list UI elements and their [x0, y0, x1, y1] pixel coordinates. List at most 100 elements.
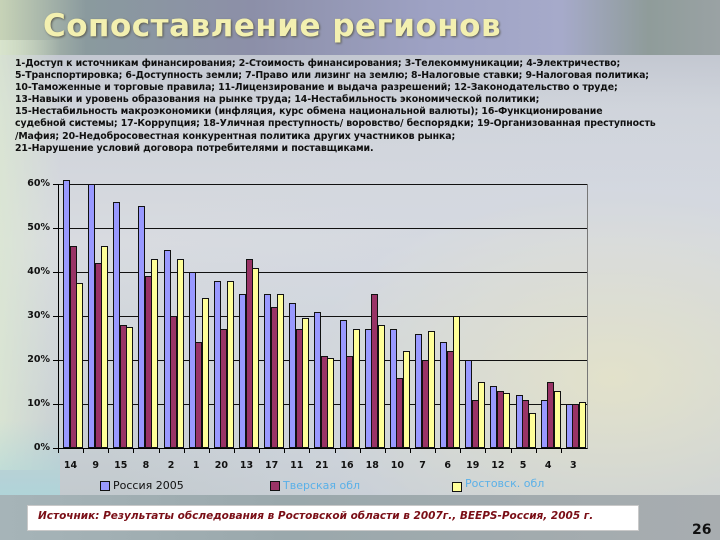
title-band: [0, 0, 720, 55]
x-tick-mark: [284, 448, 286, 453]
legend-swatch-rostov: [452, 482, 462, 492]
bar: [453, 316, 461, 448]
x-tick-label: 9: [92, 460, 99, 471]
factor-legend: 1-Доступ к источникам финансирования; 2-…: [15, 58, 715, 155]
x-tick-mark: [359, 448, 361, 453]
x-tick-mark: [158, 448, 160, 453]
y-tick-label: 20%: [27, 354, 50, 365]
x-tick-label: 17: [265, 460, 279, 471]
plot-area: [53, 179, 588, 449]
factor-legend-line: 21-Нарушение условий договора потребител…: [15, 142, 374, 154]
bar-chart: 0% 10% 20% 30% 40% 50% 60% 14 9 15 8 2 1 20 13 17 11 21 16…: [0, 170, 600, 495]
bar: [252, 267, 259, 448]
x-tick-mark: [108, 448, 110, 453]
y-tick-mark: [53, 228, 59, 229]
legend-label-rostov: Ростовск. обл: [465, 476, 545, 490]
x-tick-mark: [535, 448, 537, 453]
source-text: Источник: Результаты обследования в Рост…: [38, 510, 594, 522]
y-tick-label: 60%: [27, 178, 50, 189]
y-tick-mark: [53, 404, 59, 405]
bar: [327, 357, 335, 448]
bar: [478, 382, 486, 448]
bar: [176, 258, 184, 448]
slide-title: Сопоставление регионов: [43, 8, 502, 44]
x-tick-label: 19: [466, 460, 480, 471]
x-tick-mark: [485, 448, 487, 453]
legend-item-russia: Россия 2005: [100, 479, 184, 492]
page-number: 26: [692, 522, 712, 538]
x-tick-mark: [435, 448, 437, 453]
bar: [377, 324, 385, 448]
bar: [302, 318, 310, 448]
factor-legend-line: /Мафия; 20-Недобросовестная конкурентная…: [15, 130, 456, 142]
bar: [352, 329, 360, 448]
x-tick-mark: [410, 448, 411, 453]
y-tick-label: 30%: [27, 310, 50, 321]
legend-label-tver: Тверская обл: [283, 479, 361, 492]
factor-legend-line: 15-Нестабильность макроэкономики (инфляц…: [15, 106, 603, 118]
x-tick-mark: [384, 448, 386, 453]
factor-legend-line: 5-Транспортировка; 6-Доступность земли; …: [15, 70, 649, 82]
factor-legend-line: 13-Навыки и уровень образования на рынке…: [15, 94, 540, 106]
x-tick-mark: [208, 448, 210, 453]
bar: [126, 327, 134, 448]
bar: [226, 280, 234, 448]
x-tick-mark: [58, 448, 59, 453]
legend-item-rostov: Ростовск. обл: [452, 474, 544, 492]
bar: [528, 412, 536, 448]
x-tick-mark: [460, 448, 462, 453]
bar: [101, 245, 109, 448]
x-tick-label: 2: [167, 460, 175, 471]
x-tick-label: 5: [519, 460, 527, 471]
legend-item-tver: Тверская обл: [270, 479, 360, 492]
y-tick-mark: [53, 316, 59, 317]
bar: [76, 283, 83, 448]
x-tick-label: 4: [544, 460, 552, 471]
x-tick-label: 18: [365, 460, 379, 471]
x-tick-label: 13: [239, 460, 254, 471]
x-tick-label: 16: [340, 460, 354, 471]
x-tick-mark: [560, 448, 562, 453]
factor-legend-line: 10-Таможенные и торговые правила; 11-Лиц…: [15, 82, 618, 94]
x-tick-label: 7: [419, 460, 426, 471]
x-tick-mark: [83, 448, 85, 453]
x-tick-mark: [234, 448, 235, 453]
x-tick-label: 1: [192, 460, 200, 471]
x-tick-mark: [183, 448, 185, 453]
bar: [201, 298, 209, 448]
gridline: [59, 184, 587, 185]
bar: [503, 393, 511, 448]
y-tick-label: 10%: [27, 398, 50, 409]
bar: [151, 258, 159, 448]
factor-legend-line: судебной системы; 17-Коррупция; 18-Уличн…: [15, 118, 656, 130]
gridline: [59, 228, 587, 229]
x-tick-label: 20: [214, 460, 228, 471]
x-tick-label: 12: [491, 460, 505, 471]
x-tick-label: 8: [142, 460, 150, 471]
x-tick-label: 10: [390, 460, 404, 471]
x-tick-label: 6: [444, 460, 451, 471]
bar: [553, 390, 561, 448]
factor-legend-line: 1-Доступ к источникам финансирования; 2-…: [15, 58, 621, 69]
x-tick-mark: [309, 448, 311, 453]
y-tick-mark: [53, 360, 59, 361]
legend-label-russia: Россия 2005: [113, 479, 184, 492]
y-tick-mark: [53, 448, 59, 449]
background-teal: [0, 420, 60, 500]
legend-swatch-russia: [100, 480, 110, 491]
gridline: [59, 316, 587, 317]
bar: [113, 201, 121, 448]
source-box: Источник: Результаты обследования в Рост…: [27, 505, 639, 531]
x-tick-mark: [510, 448, 512, 453]
background-glow: [0, 40, 60, 470]
x-tick-label: 14: [63, 460, 78, 471]
x-tick-mark: [259, 448, 261, 453]
y-tick-mark: [53, 184, 59, 185]
bar: [578, 401, 586, 448]
gridline: [59, 272, 587, 273]
bar: [428, 331, 435, 448]
x-tick-mark: [133, 448, 135, 453]
y-tick-label: 0%: [33, 442, 50, 453]
legend-swatch-tver: [270, 480, 280, 491]
y-tick-label: 50%: [27, 222, 50, 233]
